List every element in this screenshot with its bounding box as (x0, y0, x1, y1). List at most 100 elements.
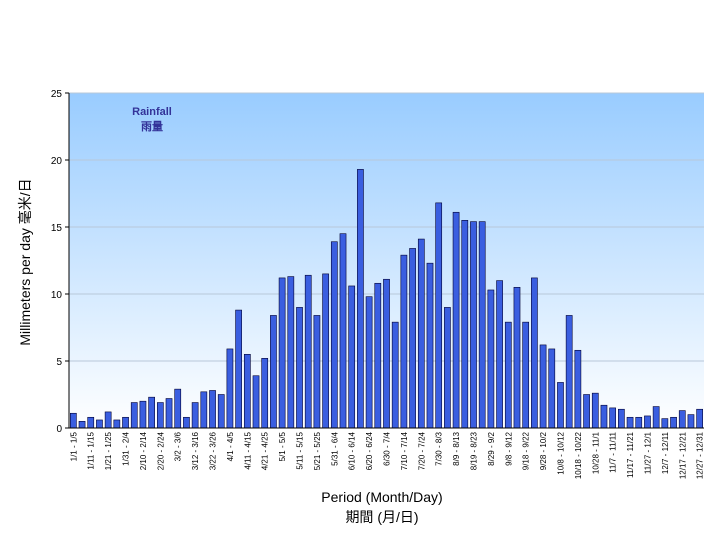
bar (417, 238, 425, 429)
x-tick-labels: 1/1 - 1/5 1/11 - 1/15 1/21 - 1/25 1/31 - 2/… (69, 431, 704, 479)
bar (156, 402, 164, 429)
y-tick-label: 25 (51, 89, 63, 100)
bar (148, 396, 155, 429)
bar (618, 408, 625, 429)
bar (504, 321, 512, 429)
x-tick-label: 11/27 - 12/1 (643, 431, 652, 474)
bar (600, 404, 608, 429)
bar (383, 278, 390, 429)
x-axis-title: Period (Month/Day) (321, 489, 442, 505)
bar (565, 315, 573, 429)
bar (409, 248, 416, 429)
bar (583, 394, 590, 429)
bar (191, 402, 199, 429)
x-tick-label: 8/29 - 9/2 (487, 431, 496, 465)
bar (183, 416, 190, 429)
bar (87, 416, 95, 429)
y-tick-label: 10 (51, 290, 63, 301)
x-tick-label: 8/9 - 8/13 (452, 431, 461, 465)
bar (696, 408, 703, 429)
bar (339, 233, 347, 429)
bar (513, 286, 521, 429)
bar (252, 375, 260, 429)
bar (478, 221, 486, 429)
bar (96, 419, 103, 429)
y-tick-label: 5 (56, 357, 62, 368)
bar (374, 282, 382, 429)
bar (287, 276, 295, 429)
x-tick-label: 12/17 - 12/21 (678, 431, 687, 479)
bar (104, 411, 112, 429)
x-tick-label: 4/11 - 4/15 (243, 431, 252, 469)
bar (113, 419, 121, 429)
x-tick-label: 6/10 - 6/14 (348, 431, 357, 470)
x-tick-label: 7/30 - 8/3 (435, 431, 444, 465)
bar (357, 169, 364, 429)
y-axis-title: Millimeters per day 毫米/日 (17, 178, 33, 345)
bar (296, 307, 303, 429)
bar (400, 254, 408, 429)
x-tick-label: 10/18 - 10/22 (574, 431, 583, 479)
bar (243, 353, 251, 429)
bar (200, 391, 208, 429)
x-tick-label: 12/7 - 12/11 (661, 431, 670, 474)
bar (461, 220, 469, 429)
x-tick-label: 9/28 - 10/2 (539, 431, 548, 470)
bar (652, 406, 660, 429)
x-tick-label: 1/11 - 1/15 (87, 431, 96, 469)
bar (626, 416, 634, 429)
bar (130, 402, 138, 429)
bar (678, 410, 686, 429)
bar (217, 394, 225, 429)
bar (304, 274, 312, 429)
bar (557, 382, 564, 429)
bar (209, 390, 216, 429)
bar (313, 315, 321, 429)
bar (278, 277, 286, 429)
bar (261, 358, 269, 429)
bar (470, 221, 477, 429)
x-tick-label: 1/31 - 2/4 (122, 431, 131, 465)
x-tick-label: 4/1 - 4/5 (226, 431, 235, 461)
bar (539, 344, 547, 429)
bar (235, 309, 242, 429)
bar (531, 277, 538, 429)
bar (522, 321, 530, 429)
x-tick-label: 1/21 - 1/25 (104, 431, 113, 470)
x-tick-label: 3/12 - 3/16 (191, 431, 200, 470)
bar (661, 418, 669, 429)
bar (574, 349, 582, 429)
y-tick-label: 0 (56, 424, 62, 435)
legend-label: Rainfall (132, 106, 172, 118)
x-tick-label: 5/11 - 5/15 (296, 431, 305, 469)
y-tick-label: 15 (51, 223, 63, 234)
bar (609, 407, 617, 429)
legend-label-zh: 雨量 (141, 120, 163, 133)
x-tick-label: 6/30 - 7/4 (383, 431, 392, 465)
x-tick-label: 3/2 - 3/6 (174, 431, 183, 461)
bar (670, 416, 677, 429)
x-axis-title-zh: 期間 (月/日) (345, 509, 418, 525)
bar (70, 412, 77, 429)
bar (487, 289, 495, 429)
bar (426, 262, 434, 429)
y-tick-labels: 0 5 10 15 20 25 (51, 89, 69, 435)
bar-series (70, 169, 703, 429)
bar (591, 392, 599, 429)
bar (270, 315, 277, 429)
bar (687, 414, 695, 429)
x-tick-label: 5/31 - 6/4 (330, 431, 339, 465)
x-tick-label: 5/21 - 5/25 (313, 431, 322, 470)
bar (496, 280, 503, 429)
bar (165, 398, 173, 429)
bar (365, 296, 373, 429)
x-tick-label: 12/27 - 12/31 (696, 431, 705, 479)
x-tick-label: 3/22 - 3/26 (209, 431, 218, 470)
x-tick-label: 9/18 - 9/22 (522, 431, 531, 470)
x-tick-label: 10/8 - 10/12 (556, 431, 565, 474)
x-tick-label: 7/10 - 7/14 (400, 431, 409, 470)
x-tick-label: 5/1 - 5/5 (278, 431, 287, 461)
x-tick-label: 10/28 - 11/1 (591, 431, 600, 474)
bar (78, 420, 86, 429)
